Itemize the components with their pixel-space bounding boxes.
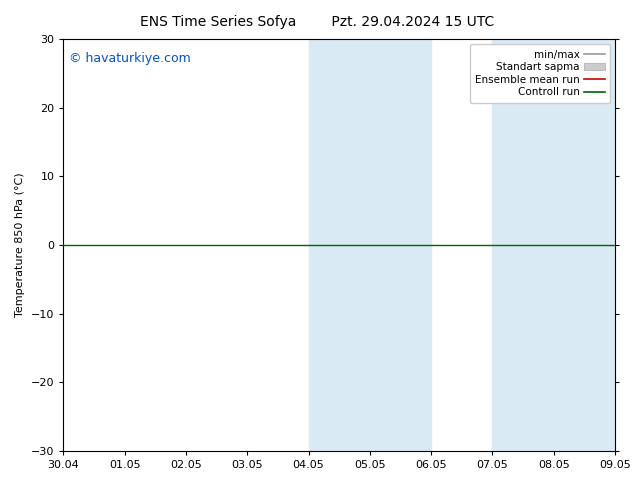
Text: © havaturkiye.com: © havaturkiye.com bbox=[69, 51, 191, 65]
Bar bbox=[309, 39, 431, 451]
Y-axis label: Temperature 850 hPa (°C): Temperature 850 hPa (°C) bbox=[15, 172, 25, 318]
Legend: min/max, Standart sapma, Ensemble mean run, Controll run: min/max, Standart sapma, Ensemble mean r… bbox=[470, 45, 610, 102]
Text: ENS Time Series Sofya        Pzt. 29.04.2024 15 UTC: ENS Time Series Sofya Pzt. 29.04.2024 15… bbox=[140, 15, 494, 29]
Bar bbox=[493, 39, 615, 451]
